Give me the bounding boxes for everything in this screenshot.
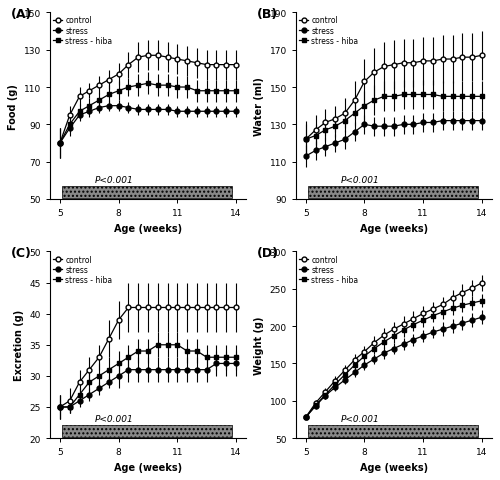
X-axis label: Age (weeks): Age (weeks) <box>114 462 182 472</box>
X-axis label: Age (weeks): Age (weeks) <box>360 223 428 233</box>
Text: P<0.001: P<0.001 <box>95 414 134 423</box>
Bar <box>62 187 232 199</box>
X-axis label: Age (weeks): Age (weeks) <box>360 462 428 472</box>
Legend: control, stress, stress - hiba: control, stress, stress - hiba <box>52 16 114 47</box>
Bar <box>308 187 478 199</box>
Legend: control, stress, stress - hiba: control, stress, stress - hiba <box>52 254 114 285</box>
Bar <box>62 425 232 437</box>
Legend: control, stress, stress - hiba: control, stress, stress - hiba <box>298 254 359 285</box>
Legend: control, stress, stress - hiba: control, stress, stress - hiba <box>298 16 359 47</box>
X-axis label: Age (weeks): Age (weeks) <box>114 223 182 233</box>
Text: (C): (C) <box>11 246 32 259</box>
Text: (B): (B) <box>257 8 278 21</box>
Text: (A): (A) <box>11 8 32 21</box>
Y-axis label: Water (ml): Water (ml) <box>254 77 264 136</box>
Text: P<0.001: P<0.001 <box>341 414 380 423</box>
Text: P<0.001: P<0.001 <box>341 176 380 185</box>
Y-axis label: Food (g): Food (g) <box>8 84 18 129</box>
Y-axis label: Excretion (g): Excretion (g) <box>14 310 24 381</box>
Bar <box>308 425 478 437</box>
Text: (D): (D) <box>257 246 279 259</box>
Y-axis label: Weight (g): Weight (g) <box>254 316 264 374</box>
Text: P<0.001: P<0.001 <box>95 176 134 185</box>
